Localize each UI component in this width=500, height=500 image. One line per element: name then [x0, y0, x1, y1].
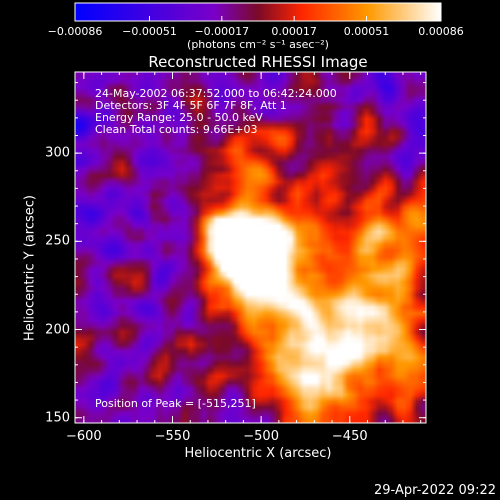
y-axis-label: Heliocentric Y (arcsec) [22, 195, 38, 341]
annotation-clean: Clean Total counts: 9.66E+03 [95, 123, 258, 136]
colorbar-tick-label: −0.00051 [122, 25, 177, 38]
axis-ticks [75, 72, 426, 423]
colorbar-tick-label: 0.00086 [418, 25, 464, 38]
annotation-energy: Energy Range: 25.0 - 50.0 keV [95, 111, 263, 124]
chart-title: Reconstructed RHESSI Image [148, 53, 368, 71]
x-tick-label: −450 [331, 429, 368, 444]
colorbar [74, 2, 442, 22]
y-tick-label: 300 [45, 145, 70, 161]
heatmap-image [75, 72, 426, 423]
x-tick-label: −500 [243, 429, 279, 444]
y-tick-label: 150 [45, 410, 70, 426]
colorbar-tick-label: −0.00017 [194, 25, 250, 38]
annotation-time: 24-May-2002 06:37:52.000 to 06:42:24.000 [95, 87, 337, 100]
peak-position-label: Position of Peak = [-515,251] [95, 397, 256, 410]
y-tick-label: 250 [45, 233, 70, 249]
colorbar-unit: (photons cm⁻² s⁻¹ asec⁻²) [187, 38, 329, 51]
colorbar-tick-label: 0.00017 [271, 25, 317, 38]
x-axis-label: Heliocentric X (arcsec) [184, 446, 332, 461]
colorbar-tick-label: −0.00086 [47, 25, 103, 38]
timestamp-footer: 29-Apr-2022 09:22 [374, 483, 496, 498]
x-tick-label: −550 [154, 429, 191, 444]
y-tick-label: 200 [45, 322, 70, 338]
heatmap-raster [75, 72, 426, 423]
colorbar-ticks [74, 16, 442, 21]
x-tick-label: −600 [66, 429, 102, 444]
colorbar-tick-label: 0.00051 [343, 25, 390, 38]
annotation-detectors: Detectors: 3F 4F 5F 6F 7F 8F, Att 1 [95, 99, 287, 112]
plot-frame [74, 71, 427, 424]
